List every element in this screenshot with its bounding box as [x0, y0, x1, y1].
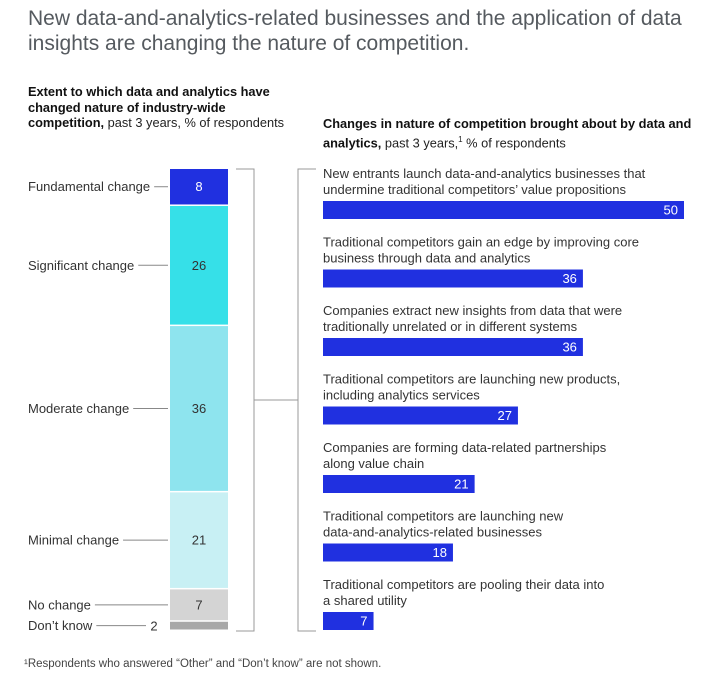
bracket-connector: [236, 168, 316, 632]
bar-category-label-3-line-1: Companies extract new insights from data…: [323, 303, 622, 318]
bar-category-label-1-line-1: New entrants launch data-and-analytics b…: [323, 166, 646, 181]
stack-segment-moderate: [170, 326, 228, 491]
bar-value-label-2: 36: [562, 271, 576, 286]
stack-category-label-significant: Significant change: [28, 258, 134, 273]
stacked-bar-chart: Fundamental change 8 Significant change 26 M…: [28, 169, 228, 634]
left-heading-bold: Extent to which data and analytics have …: [28, 84, 270, 130]
bar-value-label-5: 21: [454, 477, 468, 492]
bar-category-label-4-line-1: Traditional competitors are launching ne…: [323, 372, 620, 387]
bar-category-label-6-line-1: Traditional competitors are launching ne…: [323, 509, 564, 524]
right-heading-normal-post: % of respondents: [462, 134, 566, 150]
left-chart-heading: Extent to which data and analytics have …: [28, 84, 298, 131]
stack-segment-significant: [170, 205, 228, 325]
bar-1: [323, 201, 684, 219]
stack-value-label-moderate: 36: [192, 401, 206, 416]
stack-category-label-fundamental: Fundamental change: [28, 179, 150, 194]
right-chart-heading: Changes in nature of competition brought…: [323, 116, 703, 150]
left-bracket: [236, 168, 255, 632]
bar-category-label-7-line-2: a shared utility: [323, 593, 407, 608]
bar-category-label-1-line-2: undermine traditional competitors’ value…: [323, 182, 627, 197]
bar-value-label-6: 18: [432, 545, 446, 560]
bar-value-label-7: 7: [360, 614, 367, 629]
right-heading-normal-pre: past 3 years,: [381, 134, 459, 150]
stack-value-label-fundamental: 8: [195, 179, 202, 194]
right-bracket: [297, 168, 316, 632]
right-heading-footnote-mark: 1: [458, 134, 463, 144]
bar-7: [323, 612, 374, 630]
right-heading-bold: Changes in nature of competition brought…: [323, 116, 692, 150]
bar-category-label-2-line-1: Traditional competitors gain an edge by …: [323, 235, 639, 250]
horizontal-bar-chart: New entrants launch data-and-analytics b…: [323, 166, 684, 630]
bar-5: [323, 475, 475, 493]
stack-segment-fundamental: [170, 169, 228, 205]
bar-category-label-5-line-2: along value chain: [323, 456, 424, 471]
bar-3: [323, 338, 583, 356]
bar-2: [323, 269, 583, 288]
left-heading-normal: past 3 years, % of respondents: [104, 115, 285, 130]
bar-value-label-1: 50: [664, 203, 678, 218]
bar-category-label-6-line-2: data-and-analytics-related businesses: [323, 525, 542, 540]
bar-category-label-4-line-2: including analytics services: [323, 388, 480, 403]
page-title: New data-and-analytics-related businesse…: [28, 7, 682, 55]
stack-value-label-minimal: 21: [192, 533, 206, 548]
bar-value-label-3: 36: [562, 340, 576, 355]
bar-category-label-2-line-2: business through data and analytics: [323, 251, 531, 266]
stack-value-label-no-change: 7: [195, 597, 202, 612]
bar-category-label-3-line-2: traditionally unrelated or in different …: [323, 319, 578, 334]
bar-value-label-4: 27: [497, 408, 511, 423]
stack-segment-minimal: [170, 492, 228, 588]
stack-category-label-dont-know: Don’t know: [28, 618, 93, 633]
bar-category-label-5-line-1: Companies are forming data-related partn…: [323, 440, 607, 455]
stack-value-label-significant: 26: [192, 258, 206, 273]
stack-category-label-no-change: No change: [28, 597, 91, 612]
stack-value-label-dont-know: 2: [150, 619, 157, 634]
stack-category-label-moderate: Moderate change: [28, 401, 129, 416]
bar-4: [323, 406, 518, 425]
stack-category-label-minimal: Minimal change: [28, 533, 119, 548]
stack-segment-no-change: [170, 589, 228, 621]
stack-segment-dont-know: [170, 621, 228, 630]
bar-6: [323, 543, 453, 562]
footnote: ¹Respondents who answered “Other” and “D…: [24, 658, 382, 670]
bar-category-label-7-line-1: Traditional competitors are pooling thei…: [323, 577, 604, 592]
